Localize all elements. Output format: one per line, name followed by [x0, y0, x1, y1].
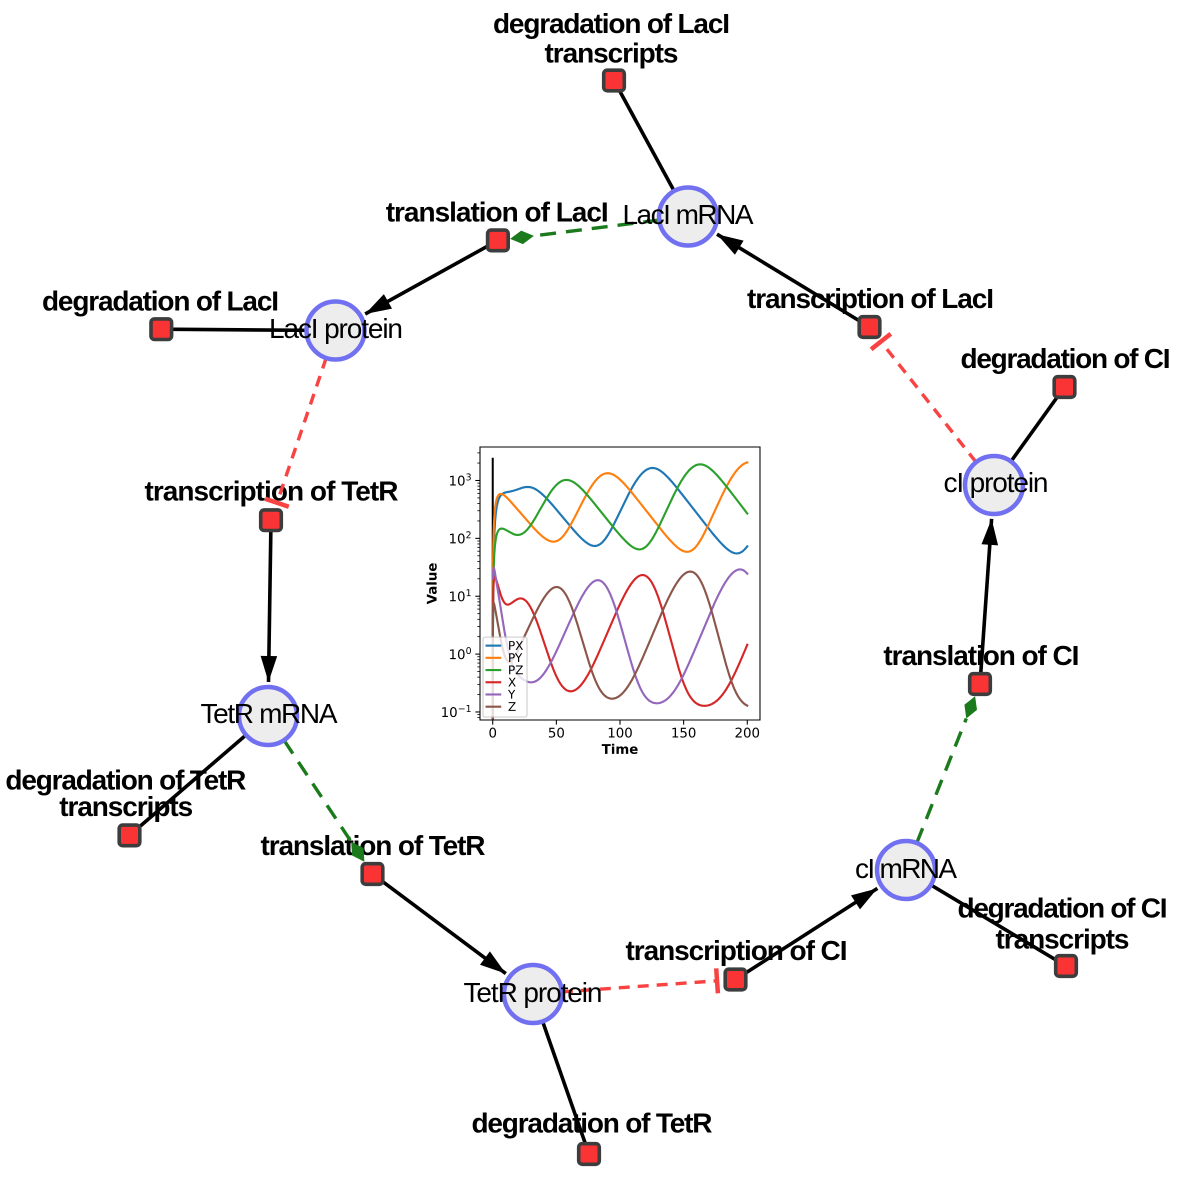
svg-text:translation of LacI: translation of LacI: [386, 197, 609, 228]
svg-text:degradation of CI: degradation of CI: [958, 893, 1168, 924]
svg-text:transcripts: transcripts: [59, 791, 193, 822]
svg-text:TetR protein: TetR protein: [464, 977, 603, 1008]
svg-text:translation of TetR: translation of TetR: [261, 830, 486, 861]
svg-text:LacI mRNA: LacI mRNA: [623, 199, 754, 230]
svg-text:transcription of CI: transcription of CI: [626, 935, 848, 966]
svg-text:transcripts: transcripts: [996, 924, 1130, 955]
svg-text:transcription of LacI: transcription of LacI: [747, 283, 994, 314]
svg-text:cI mRNA: cI mRNA: [855, 853, 957, 884]
svg-text:degradation of LacI: degradation of LacI: [42, 285, 279, 316]
svg-text:cI protein: cI protein: [944, 467, 1049, 498]
svg-text:LacI protein: LacI protein: [269, 313, 403, 344]
svg-text:degradation of LacI: degradation of LacI: [493, 8, 730, 39]
svg-text:transcripts: transcripts: [545, 38, 679, 69]
svg-text:degradation of CI: degradation of CI: [961, 343, 1171, 374]
svg-text:degradation of TetR: degradation of TetR: [472, 1108, 713, 1139]
svg-text:TetR mRNA: TetR mRNA: [201, 698, 338, 729]
